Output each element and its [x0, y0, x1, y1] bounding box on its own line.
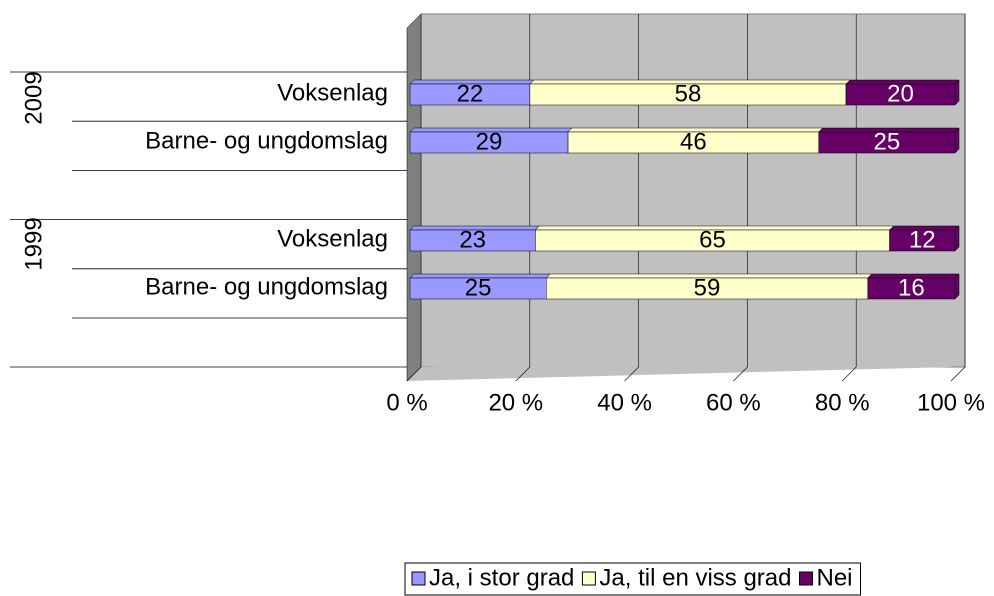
legend-label: Ja, i stor grad	[429, 564, 574, 591]
group-label: 1999	[20, 217, 47, 270]
legend-label: Ja, til en viss grad	[599, 564, 791, 591]
data-label: 16	[898, 274, 925, 301]
floor-line	[841, 366, 857, 382]
bar-side	[954, 273, 960, 300]
legend-marker	[799, 571, 813, 586]
data-label: 29	[476, 128, 503, 155]
category-label: Voksenlag	[277, 225, 388, 252]
floor-line	[515, 366, 531, 382]
data-label: 25	[465, 274, 492, 301]
x-tick-label: 60 %	[706, 389, 761, 416]
floor-line	[950, 366, 966, 382]
x-tick-label: 80 %	[815, 389, 870, 416]
bar-side	[954, 79, 960, 106]
x-tick-label: 100 %	[917, 389, 985, 416]
data-label: 20	[887, 80, 914, 107]
side-wall	[406, 13, 422, 382]
x-tick-label: 0 %	[386, 389, 427, 416]
legend	[404, 562, 862, 596]
floor-line	[624, 366, 639, 382]
data-label: 46	[680, 128, 707, 155]
data-label: 58	[675, 80, 702, 107]
x-tick-label: 20 %	[488, 389, 543, 416]
category-label: Barne- og ungdomslag	[145, 273, 388, 300]
data-label: 25	[874, 128, 901, 155]
legend-marker	[581, 571, 596, 586]
floor-line	[733, 366, 748, 382]
legend-label: Nei	[817, 564, 853, 591]
x-tick-label: 40 %	[597, 389, 652, 416]
bar-side	[954, 225, 960, 252]
back-wall	[420, 13, 966, 368]
data-label: 65	[699, 226, 726, 253]
data-label: 23	[459, 226, 486, 253]
category-label: Barne- og ungdomslag	[145, 127, 388, 154]
data-label: 22	[457, 80, 484, 107]
floor	[407, 353, 965, 381]
group-label: 2009	[20, 71, 47, 124]
bar-side	[954, 127, 960, 154]
legend-marker	[411, 571, 426, 586]
data-label: 59	[694, 274, 721, 301]
floor-line	[406, 366, 422, 382]
data-label: 12	[909, 226, 936, 253]
category-label: Voksenlag	[277, 79, 388, 106]
